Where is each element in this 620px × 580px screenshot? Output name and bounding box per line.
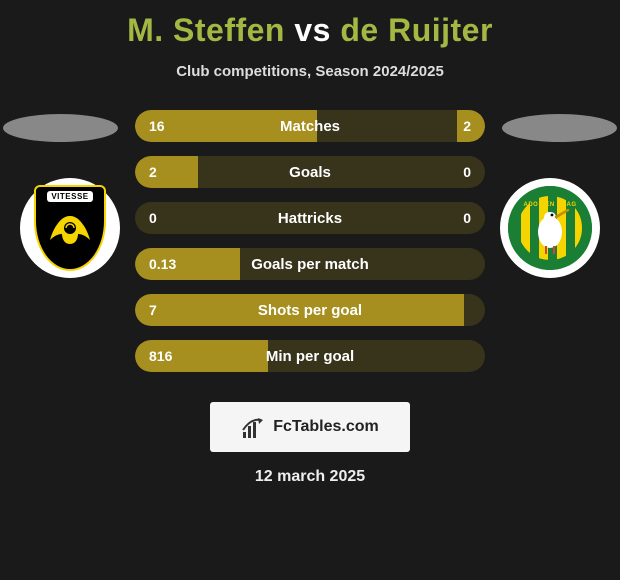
vitesse-label: VITESSE — [47, 191, 92, 202]
eagle-icon — [46, 210, 94, 250]
nameplate-ellipse-left — [3, 114, 118, 142]
player2-name: de Ruijter — [340, 12, 493, 48]
stat-bars: 162Matches 20Goals 00Hattricks 0.13Goals pe… — [135, 110, 485, 386]
stat-label: Goals — [135, 156, 485, 188]
brand-box[interactable]: FcTables.com — [210, 402, 410, 452]
vs-text: vs — [294, 12, 331, 48]
stat-row: 0.13Goals per match — [135, 248, 485, 280]
club-crest-right: ADO DEN HAAG — [500, 178, 600, 278]
subtitle: Club competitions, Season 2024/2025 — [0, 63, 620, 80]
page-title: M. Steffen vs de Ruijter — [0, 0, 620, 49]
nameplate-ellipse-right — [502, 114, 617, 142]
fctables-logo-icon — [241, 414, 267, 440]
stat-row: 20Goals — [135, 156, 485, 188]
club-crest-left: VITESSE — [20, 178, 120, 278]
stat-label: Min per goal — [135, 340, 485, 372]
brand-text: FcTables.com — [273, 418, 379, 436]
date-text: 12 march 2025 — [0, 468, 620, 486]
stork-icon — [528, 200, 572, 256]
stat-row: 00Hattricks — [135, 202, 485, 234]
stat-label: Matches — [135, 110, 485, 142]
stat-row: 7Shots per goal — [135, 294, 485, 326]
stat-label: Hattricks — [135, 202, 485, 234]
stat-label: Shots per goal — [135, 294, 485, 326]
stat-row: 162Matches — [135, 110, 485, 142]
stat-row: 816Min per goal — [135, 340, 485, 372]
stat-label: Goals per match — [135, 248, 485, 280]
vitesse-shield: VITESSE — [34, 185, 106, 271]
comparison-panel: VITESSE ADO DEN HAAG 162Matches 20Goals 00… — [0, 110, 620, 390]
player1-name: M. Steffen — [127, 12, 285, 48]
